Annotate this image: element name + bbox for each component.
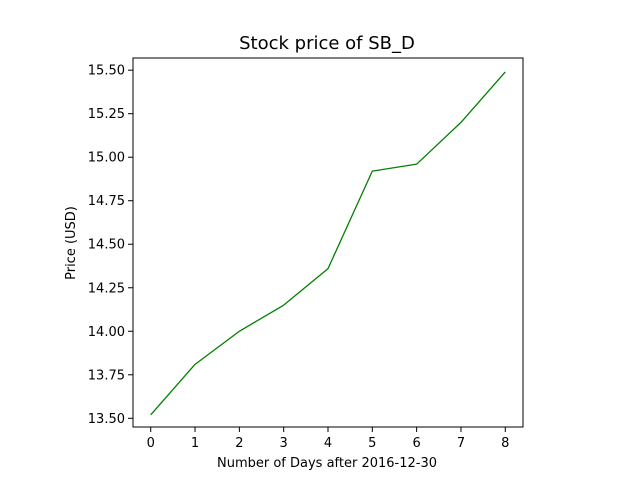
x-tick-label: 8 bbox=[501, 436, 509, 451]
x-tick-label: 1 bbox=[191, 436, 199, 451]
y-tick-label: 13.75 bbox=[88, 368, 125, 383]
axes-frame bbox=[132, 57, 524, 428]
x-tick-label: 0 bbox=[147, 436, 155, 451]
y-tick-label: 14.25 bbox=[88, 281, 125, 296]
x-tick-label: 2 bbox=[235, 436, 243, 451]
y-tick-label: 14.75 bbox=[88, 194, 125, 209]
x-tick-label: 3 bbox=[280, 436, 288, 451]
y-tick-label: 14.50 bbox=[88, 238, 125, 253]
x-tick-label: 4 bbox=[324, 436, 332, 451]
y-axis-label: Price (USD) bbox=[64, 206, 79, 280]
x-tick-label: 6 bbox=[412, 436, 420, 451]
chart-title: Stock price of SB_D bbox=[239, 33, 415, 54]
x-tick-label: 7 bbox=[457, 436, 465, 451]
y-tick-label: 15.00 bbox=[88, 151, 125, 166]
plot-area: 0 1 2 3 4 5 6 7 8 13.50 13.75 14.00 14.25 14.50 14.75 1… bbox=[88, 57, 524, 451]
y-tick-label: 14.00 bbox=[88, 325, 125, 340]
y-tick-label: 15.25 bbox=[88, 107, 125, 122]
y-tick-label: 13.50 bbox=[88, 412, 125, 427]
x-axis-label: Number of Days after 2016-12-30 bbox=[217, 456, 437, 471]
y-tick-label: 15.50 bbox=[88, 64, 125, 79]
series-line-0 bbox=[150, 71, 506, 416]
x-tick-label: 5 bbox=[368, 436, 376, 451]
